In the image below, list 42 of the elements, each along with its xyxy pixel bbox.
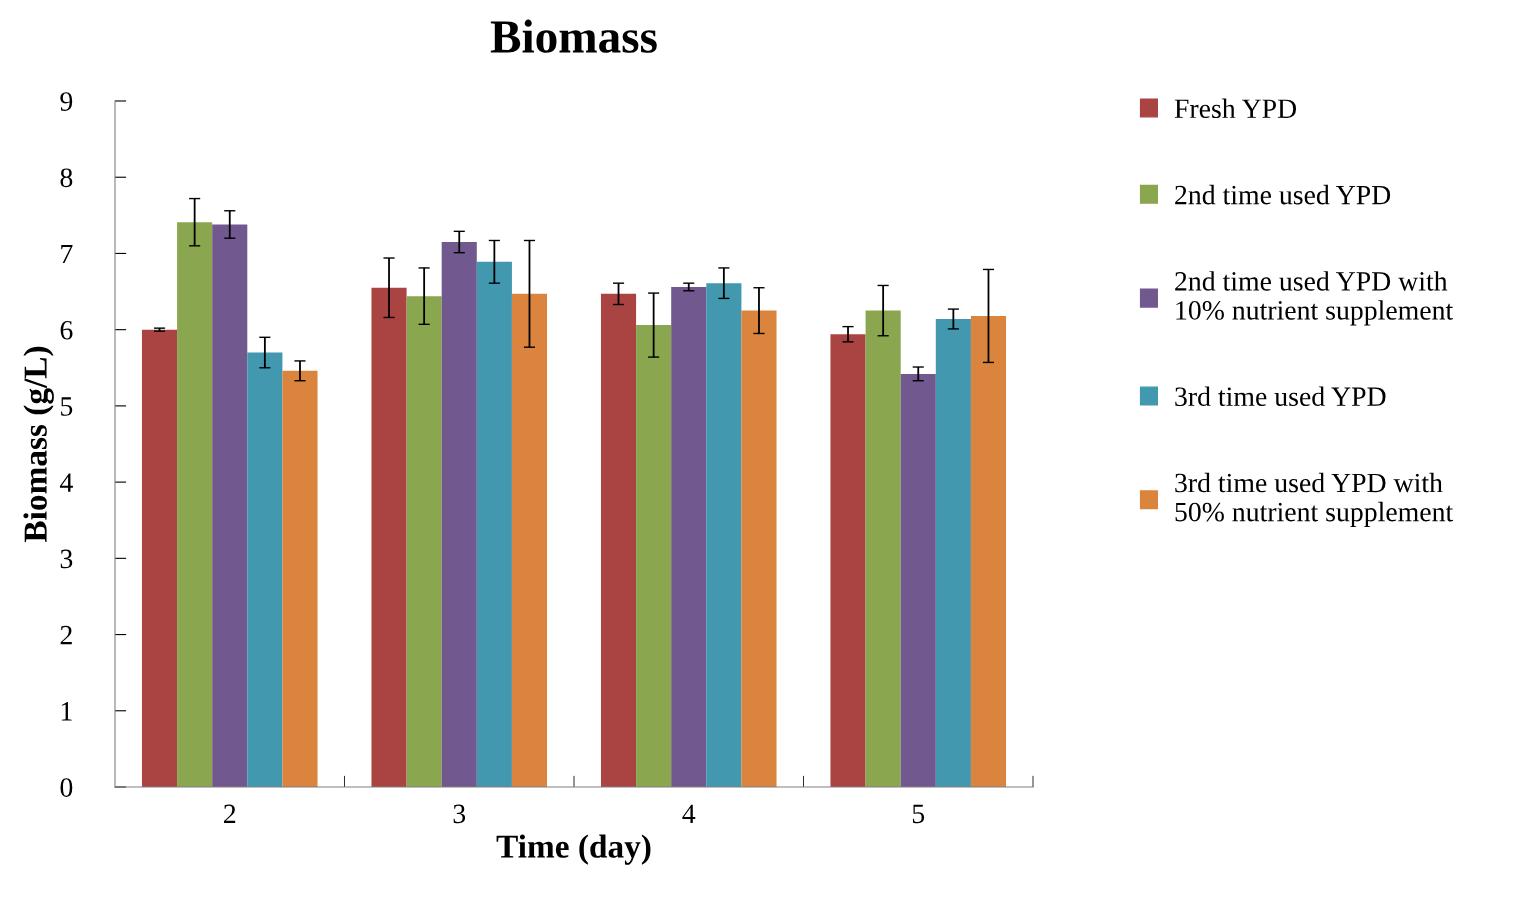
bar bbox=[441, 242, 477, 787]
y-tick-label: 8 bbox=[60, 168, 73, 188]
bar bbox=[865, 310, 901, 787]
legend-label: 3rd time used YPD bbox=[1175, 386, 1386, 407]
bar bbox=[511, 293, 548, 787]
legend-label: 2nd time used YPD with 10% nutrient supplement bbox=[1175, 271, 1454, 326]
x-tick-label: 3 bbox=[453, 804, 466, 824]
bar bbox=[476, 261, 512, 787]
bar bbox=[706, 283, 742, 787]
bar bbox=[247, 352, 283, 787]
y-tick-label: 6 bbox=[60, 320, 73, 340]
bar bbox=[371, 287, 407, 787]
y-axis-title: Biomass (g/L) bbox=[23, 346, 54, 543]
bar bbox=[406, 296, 442, 787]
x-tick-label: 2 bbox=[224, 804, 236, 823]
bar bbox=[741, 310, 777, 787]
bar bbox=[900, 373, 936, 787]
y-tick-label: 1 bbox=[61, 702, 72, 721]
x-tick-label: 5 bbox=[912, 804, 925, 824]
legend-label: 2nd time used YPD bbox=[1175, 184, 1391, 205]
y-tick-label: 5 bbox=[61, 397, 73, 416]
x-tick-label: 4 bbox=[682, 804, 696, 823]
legend-label: 3rd time used YPD with 50% nutrient supplement bbox=[1175, 472, 1454, 528]
y-tick-label: 2 bbox=[60, 625, 72, 645]
bar bbox=[830, 334, 866, 787]
y-tick-label: 0 bbox=[60, 778, 73, 797]
bar bbox=[671, 286, 707, 787]
x-axis-title: Time (day) bbox=[496, 834, 651, 865]
chart-title: Biomass bbox=[490, 19, 657, 53]
bar bbox=[212, 224, 248, 787]
y-tick-label: 9 bbox=[60, 92, 73, 111]
legend-label: Fresh YPD bbox=[1174, 98, 1297, 119]
bar bbox=[935, 319, 971, 787]
bar bbox=[282, 370, 318, 787]
y-tick-label: 7 bbox=[61, 244, 73, 264]
bar bbox=[141, 329, 178, 787]
bar bbox=[600, 293, 637, 787]
y-tick-label: 3 bbox=[60, 549, 73, 569]
bar bbox=[177, 222, 213, 787]
bar bbox=[970, 315, 1007, 787]
y-tick-label: 4 bbox=[59, 473, 73, 492]
bar bbox=[636, 325, 672, 787]
